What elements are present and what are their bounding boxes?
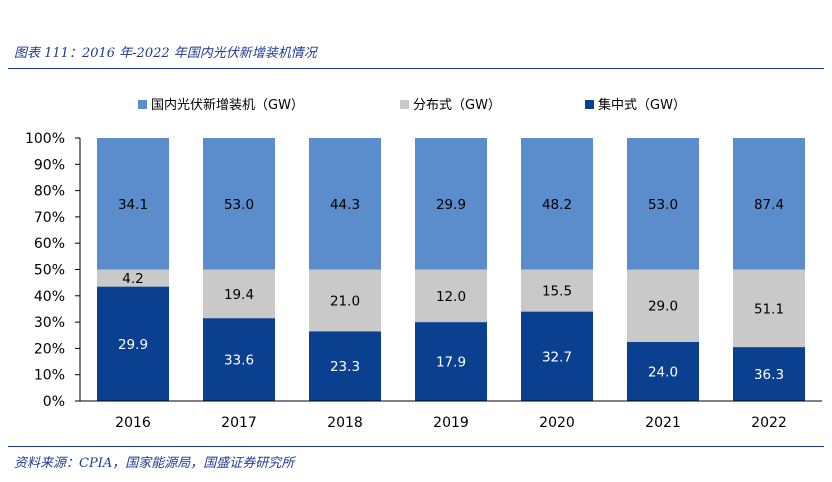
- y-tick-label: 30%: [34, 315, 65, 331]
- y-tick-label: 60%: [34, 236, 65, 252]
- legend-label: 分布式（GW）: [413, 98, 501, 113]
- y-tick-label: 90%: [34, 157, 65, 173]
- data-label: 17.9: [436, 355, 466, 371]
- legend-label: 国内光伏新增装机（GW）: [151, 97, 304, 113]
- data-label: 36.3: [754, 367, 784, 383]
- data-label: 32.7: [542, 349, 572, 365]
- figure-title: 图表 111：2016 年-2022 年国内光伏新增装机情况: [14, 46, 317, 61]
- data-label: 15.5: [542, 284, 572, 300]
- data-label: 44.3: [330, 197, 360, 213]
- bar-segment: [415, 322, 487, 401]
- x-tick-label: 2016: [115, 415, 151, 431]
- data-label: 51.1: [754, 301, 784, 317]
- y-axis: 0% 10% 20% 30% 40% 50% 60% 70% 80% 90% 100%: [25, 131, 81, 410]
- data-label: 12.0: [436, 289, 466, 305]
- data-label: 4.2: [122, 271, 143, 287]
- chart-legend: 国内光伏新增装机（GW） 分布式（GW） 集中式（GW）: [138, 97, 686, 113]
- bar-segment: [521, 311, 593, 401]
- x-axis: 2016 2017 2018 2019 2020 2021 2022: [80, 400, 822, 431]
- x-tick-label: 2022: [751, 415, 787, 431]
- x-tick-label: 2017: [221, 415, 257, 431]
- bar-segment: [97, 269, 169, 287]
- data-label: 33.6: [224, 353, 254, 369]
- y-tick-label: 40%: [34, 289, 65, 305]
- bar-segment: [627, 341, 699, 401]
- data-label: 53.0: [224, 197, 254, 213]
- title-rule: [8, 68, 824, 69]
- y-tick-label: 80%: [34, 184, 65, 200]
- data-label: 34.1: [118, 197, 148, 213]
- bar-segment: [309, 331, 381, 401]
- bar-area: 29.9 4.2 34.1 33.6 19.4 53.0 23.3 21.0 44.3 17.9 1…: [97, 138, 805, 401]
- data-label: 29.9: [436, 197, 466, 213]
- y-tick-label: 10%: [34, 368, 65, 384]
- data-label: 24.0: [648, 364, 678, 380]
- bar-segment: [627, 269, 699, 342]
- bar-segment: [733, 269, 805, 348]
- bar-segment: [97, 138, 169, 270]
- data-label: 53.0: [648, 197, 678, 213]
- y-tick-label: 0%: [43, 394, 65, 410]
- bar-segment: [203, 318, 275, 401]
- bar-segment: [203, 269, 275, 319]
- source-rule: [8, 446, 824, 447]
- bar-segment: [415, 269, 487, 323]
- legend-swatch: [585, 100, 594, 109]
- data-label: 29.0: [648, 299, 678, 315]
- x-tick-label: 2020: [539, 415, 575, 431]
- x-tick-label: 2021: [645, 415, 681, 431]
- legend-swatch: [138, 100, 147, 109]
- data-label: 48.2: [542, 197, 572, 213]
- legend-swatch: [400, 100, 409, 109]
- bar-segment: [521, 138, 593, 270]
- bar-segment: [309, 269, 381, 332]
- y-tick-label: 70%: [34, 210, 65, 226]
- x-tick-label: 2019: [433, 415, 469, 431]
- data-label: 19.4: [224, 287, 254, 303]
- stacked-bar-chart: 国内光伏新增装机（GW） 分布式（GW） 集中式（GW） 0% 10% 20% 30% 40…: [25, 97, 822, 431]
- data-label: 87.4: [754, 197, 784, 213]
- legend-label: 集中式（GW）: [598, 97, 686, 113]
- bar-segment: [415, 138, 487, 270]
- bar-segment: [733, 138, 805, 270]
- bar-segment: [733, 347, 805, 401]
- figure-source: 资料来源：CPIA，国家能源局，国盛证券研究所: [14, 456, 295, 471]
- bar-segment: [627, 138, 699, 270]
- y-tick-label: 20%: [34, 341, 65, 357]
- data-label: 29.9: [118, 337, 148, 353]
- x-tick-label: 2018: [327, 415, 363, 431]
- data-label: 21.0: [330, 293, 360, 309]
- bar-segment: [521, 269, 593, 312]
- y-tick-label: 50%: [34, 263, 65, 279]
- bar-segment: [309, 138, 381, 270]
- bar-segment: [97, 286, 169, 401]
- bar-segment: [203, 138, 275, 270]
- data-label: 23.3: [330, 359, 360, 375]
- y-tick-label: 100%: [25, 131, 65, 147]
